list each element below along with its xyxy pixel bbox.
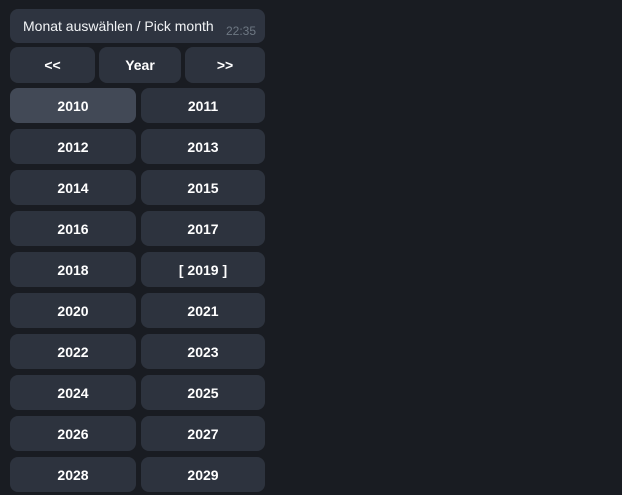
- year-row: 2022 2023: [10, 334, 265, 369]
- year-button-2015[interactable]: 2015: [141, 170, 265, 205]
- year-button-2011[interactable]: 2011: [141, 88, 265, 123]
- year-button-2017[interactable]: 2017: [141, 211, 265, 246]
- year-button-2014[interactable]: 2014: [10, 170, 136, 205]
- message-timestamp: 22:35: [225, 24, 256, 38]
- year-row: 2028 2029: [10, 457, 265, 492]
- year-button-2012[interactable]: 2012: [10, 129, 136, 164]
- year-button-2024[interactable]: 2024: [10, 375, 136, 410]
- next-page-button[interactable]: >>: [185, 47, 265, 83]
- year-row: 2016 2017: [10, 211, 265, 246]
- year-button-2023[interactable]: 2023: [141, 334, 265, 369]
- nav-row: << Year >>: [10, 47, 265, 83]
- message-text: Monat auswählen / Pick month: [23, 18, 214, 34]
- year-button-2028[interactable]: 2028: [10, 457, 136, 492]
- year-button-2027[interactable]: 2027: [141, 416, 265, 451]
- year-header-button[interactable]: Year: [99, 47, 181, 83]
- year-button-2020[interactable]: 2020: [10, 293, 136, 328]
- year-row: 2026 2027: [10, 416, 265, 451]
- year-button-2018[interactable]: 2018: [10, 252, 136, 287]
- prev-page-button[interactable]: <<: [10, 47, 95, 83]
- year-row: 2018 [ 2019 ]: [10, 252, 265, 287]
- year-button-2021[interactable]: 2021: [141, 293, 265, 328]
- year-button-2025[interactable]: 2025: [141, 375, 265, 410]
- year-row: 2014 2015: [10, 170, 265, 205]
- year-button-2016[interactable]: 2016: [10, 211, 136, 246]
- year-row: 2020 2021: [10, 293, 265, 328]
- year-row: 2010 2011: [10, 88, 265, 123]
- year-button-2019-selected[interactable]: [ 2019 ]: [141, 252, 265, 287]
- year-row: 2012 2013: [10, 129, 265, 164]
- year-button-2010[interactable]: 2010: [10, 88, 136, 123]
- year-button-2022[interactable]: 2022: [10, 334, 136, 369]
- year-button-2026[interactable]: 2026: [10, 416, 136, 451]
- year-button-2013[interactable]: 2013: [141, 129, 265, 164]
- message-bubble: Monat auswählen / Pick month 22:35: [10, 9, 265, 43]
- year-row: 2024 2025: [10, 375, 265, 410]
- year-button-2029[interactable]: 2029: [141, 457, 265, 492]
